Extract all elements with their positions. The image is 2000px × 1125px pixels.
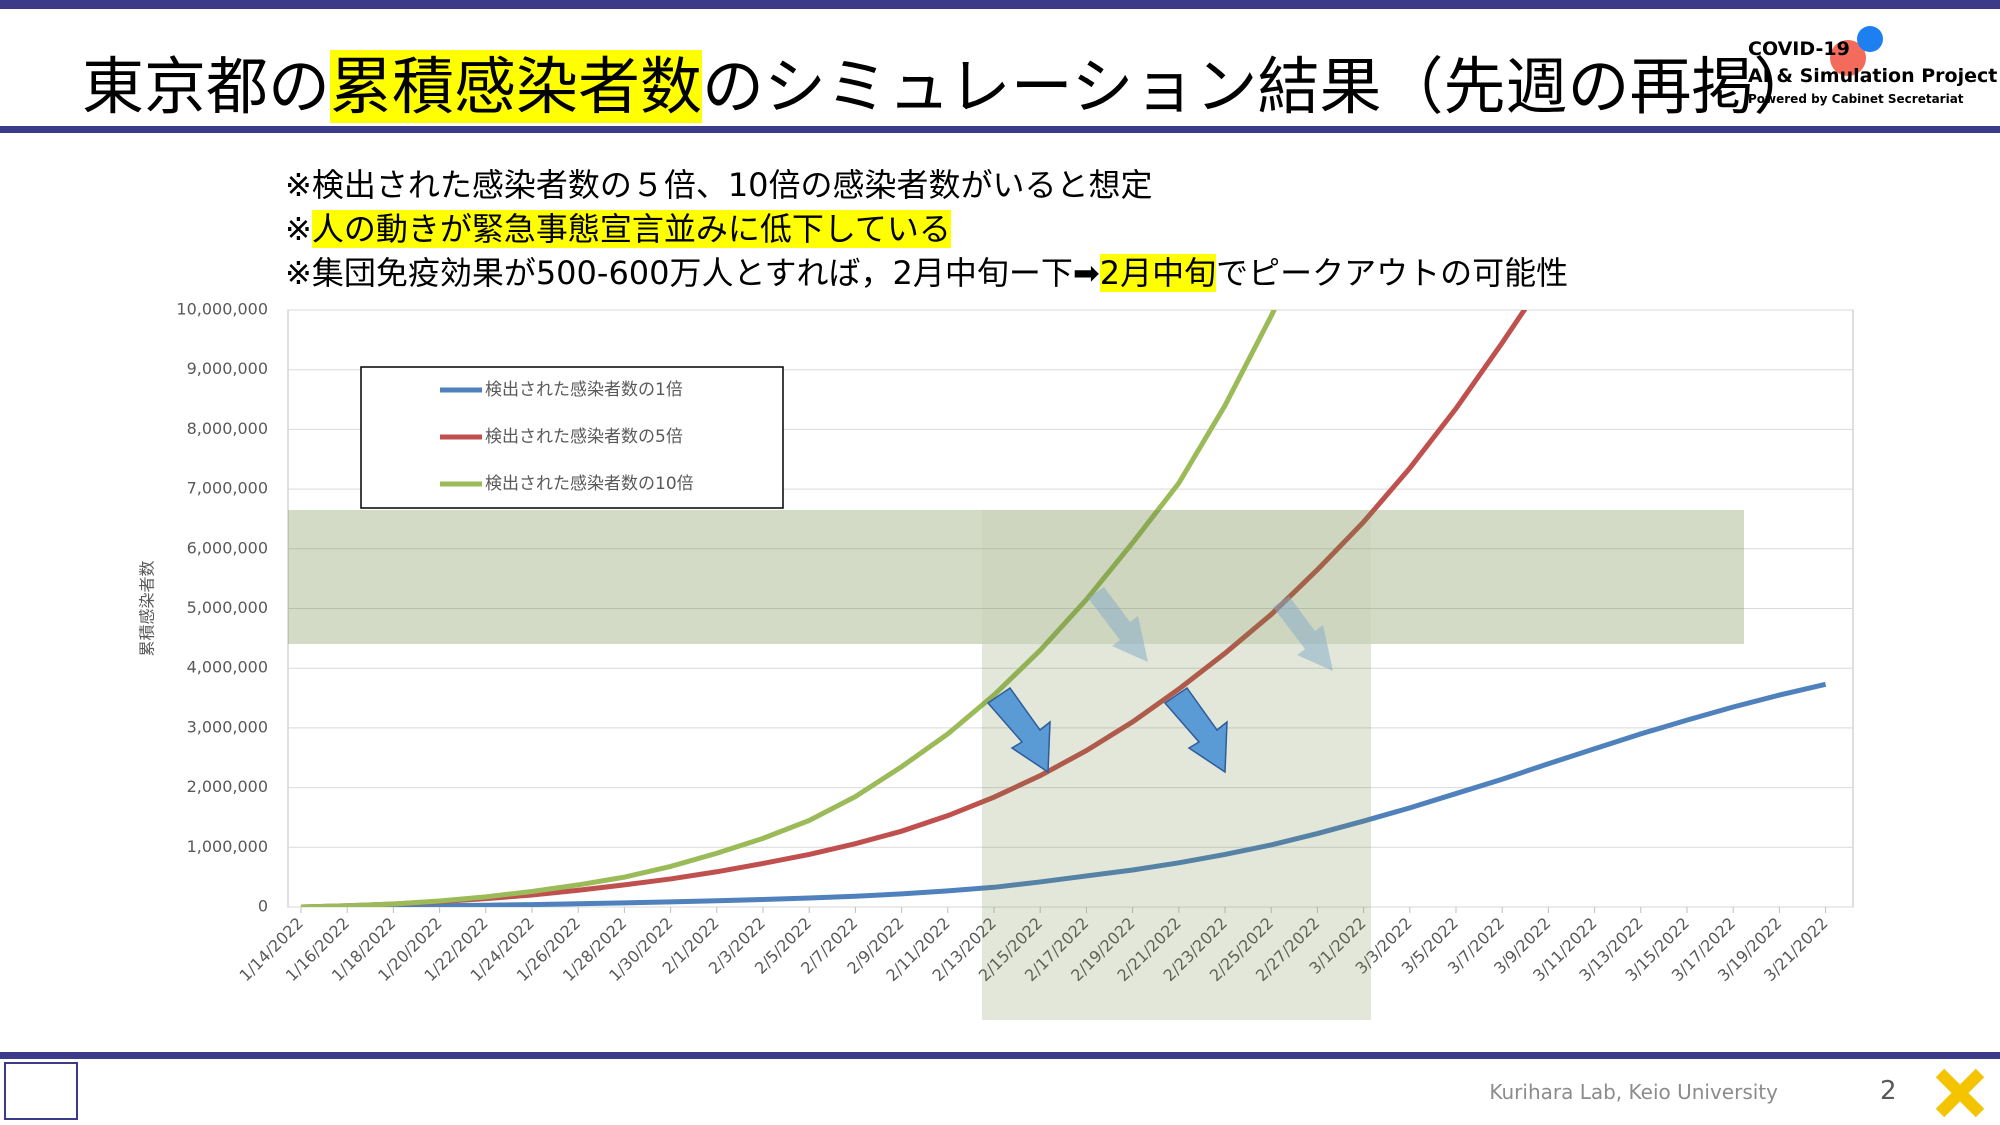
immunity-band (288, 510, 1744, 644)
logo-text: COVID-19 (1748, 38, 1850, 60)
period-band (982, 510, 1371, 644)
y-tick-label: 2,000,000 (187, 777, 268, 796)
logo: COVID-19 AI & Simulation Project Powered… (1748, 36, 1997, 108)
brand-mark (1935, 1068, 1985, 1118)
title-highlight: 累積感染者数 (330, 50, 703, 123)
brand-icon (1935, 1068, 1985, 1118)
series-line (300, 310, 1528, 907)
note-highlight: 2月中旬 (1099, 254, 1217, 292)
note-text: ※ (285, 210, 312, 248)
note: ※検出された感染者数の５倍、10倍の感染者数がいると想定 (285, 160, 1153, 206)
arrow (1088, 587, 1148, 662)
top-bar (0, 0, 2000, 9)
arrows (986, 587, 1333, 774)
title: 東京都の累積感染者数のシミュレーション結果（先週の再掲） (82, 36, 1816, 126)
lab-logo (4, 1062, 78, 1120)
note-text: ※検出された感染者数の５倍、10倍の感染者数がいると想定 (285, 166, 1153, 204)
legend-label: 検出された感染者数の5倍 (485, 427, 683, 447)
legend-box (360, 366, 784, 509)
note-text: でピークアウトの可能性 (1216, 254, 1569, 292)
y-tick-label: 7,000,000 (187, 479, 268, 498)
y-tick-label: 1,000,000 (187, 837, 268, 856)
logo-text: Powered by Cabinet Secretariat (1748, 92, 1964, 106)
footer-rule (0, 1052, 2000, 1059)
arrow (1163, 686, 1228, 774)
title-part: のシミュレーション結果（先週の再掲） (702, 50, 1816, 123)
plot-lines (300, 310, 1827, 907)
title-rule (0, 126, 2000, 133)
legend-label: 検出された感染者数の10倍 (485, 474, 694, 494)
y-tick-label: 6,000,000 (187, 538, 268, 557)
logo-dot (1857, 26, 1883, 52)
logo-text: AI & Simulation Project (1748, 65, 1998, 87)
y-axis-label: 累積感染者数 (138, 560, 157, 656)
y-tick-label: 5,000,000 (187, 598, 268, 617)
y-tick-label: 10,000,000 (176, 300, 268, 319)
arrow (986, 686, 1051, 774)
credit: Kurihara Lab, Keio University (1489, 1080, 1778, 1104)
y-tick-label: 9,000,000 (187, 359, 268, 378)
note: ※人の動きが緊急事態宣言並みに低下している (285, 204, 951, 250)
y-tick-label: 0 (258, 897, 268, 916)
arrow (1273, 596, 1333, 671)
legend-label: 検出された感染者数の1倍 (485, 380, 683, 400)
title-part: 東京都の (82, 50, 331, 123)
y-tick-label: 8,000,000 (187, 419, 268, 438)
note-highlight: 人の動きが緊急事態宣言並みに低下している (311, 210, 951, 248)
series-line (300, 681, 1827, 907)
series-line (300, 310, 1277, 907)
note: ※集団免疫効果が500-600万人とすれば，2月中旬ー下➡2月中旬でピークアウト… (285, 248, 1568, 294)
page-number: 2 (1880, 1076, 1897, 1106)
y-tick-label: 3,000,000 (187, 717, 268, 736)
note-text: ※集団免疫効果が500-600万人とすれば，2月中旬ー下➡ (285, 254, 1100, 292)
y-tick-label: 4,000,000 (187, 658, 268, 677)
